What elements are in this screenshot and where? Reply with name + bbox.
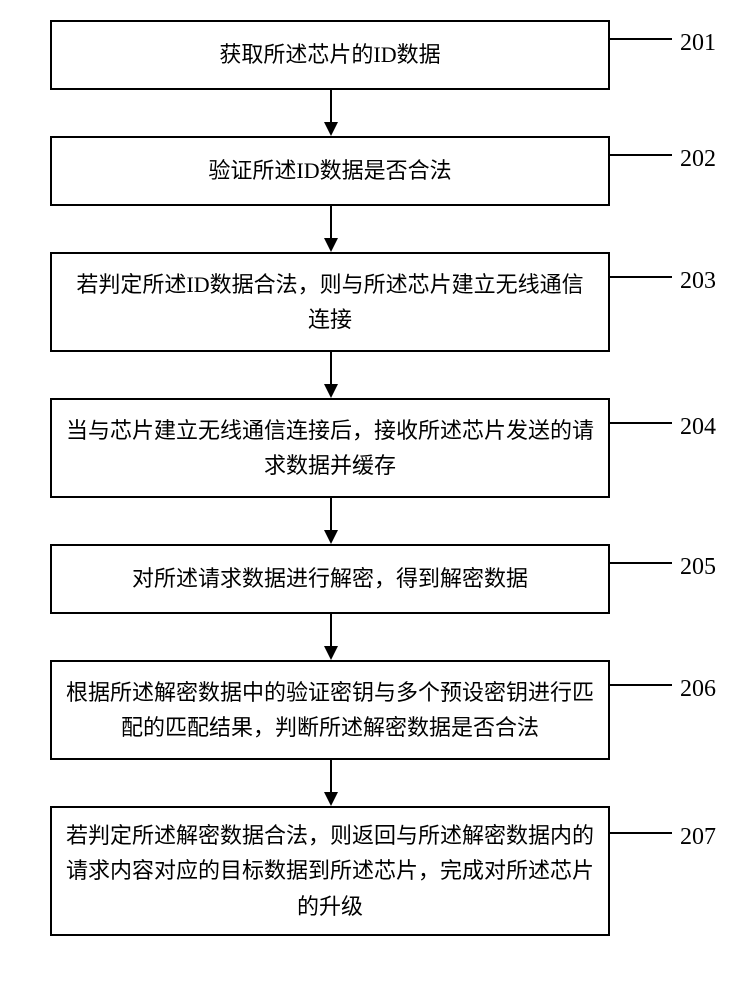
step-label-203: 203: [680, 268, 716, 295]
arrow-201-202: [324, 90, 338, 136]
leader-204: [610, 422, 672, 424]
step-box-207: 若判定所述解密数据合法，则返回与所述解密数据内的请求内容对应的目标数据到所述芯片…: [50, 806, 610, 936]
step-label-201: 201: [680, 30, 716, 57]
step-label-207: 207: [680, 824, 716, 851]
flowchart-canvas: 获取所述芯片的ID数据 201 验证所述ID数据是否合法 202 若判定所述ID…: [0, 0, 747, 1000]
leader-203: [610, 276, 672, 278]
step-box-205: 对所述请求数据进行解密，得到解密数据: [50, 544, 610, 614]
step-label-205: 205: [680, 554, 716, 581]
step-box-202: 验证所述ID数据是否合法: [50, 136, 610, 206]
arrow-202-203: [324, 206, 338, 252]
arrow-206-207: [324, 760, 338, 806]
leader-201: [610, 38, 672, 40]
step-text-206: 根据所述解密数据中的验证密钥与多个预设密钥进行匹配的匹配结果，判断所述解密数据是…: [66, 675, 594, 745]
step-text-207: 若判定所述解密数据合法，则返回与所述解密数据内的请求内容对应的目标数据到所述芯片…: [66, 818, 594, 924]
step-text-205: 对所述请求数据进行解密，得到解密数据: [132, 561, 528, 596]
step-box-201: 获取所述芯片的ID数据: [50, 20, 610, 90]
arrow-205-206: [324, 614, 338, 660]
step-text-201: 获取所述芯片的ID数据: [219, 37, 440, 72]
step-label-204: 204: [680, 414, 716, 441]
step-text-202: 验证所述ID数据是否合法: [208, 153, 451, 188]
arrow-204-205: [324, 498, 338, 544]
leader-202: [610, 154, 672, 156]
step-label-206: 206: [680, 676, 716, 703]
leader-205: [610, 562, 672, 564]
step-box-206: 根据所述解密数据中的验证密钥与多个预设密钥进行匹配的匹配结果，判断所述解密数据是…: [50, 660, 610, 760]
step-text-203: 若判定所述ID数据合法，则与所述芯片建立无线通信连接: [66, 267, 594, 337]
step-text-204: 当与芯片建立无线通信连接后，接收所述芯片发送的请求数据并缓存: [66, 413, 594, 483]
step-box-203: 若判定所述ID数据合法，则与所述芯片建立无线通信连接: [50, 252, 610, 352]
step-label-202: 202: [680, 146, 716, 173]
leader-207: [610, 832, 672, 834]
leader-206: [610, 684, 672, 686]
step-box-204: 当与芯片建立无线通信连接后，接收所述芯片发送的请求数据并缓存: [50, 398, 610, 498]
arrow-203-204: [324, 352, 338, 398]
